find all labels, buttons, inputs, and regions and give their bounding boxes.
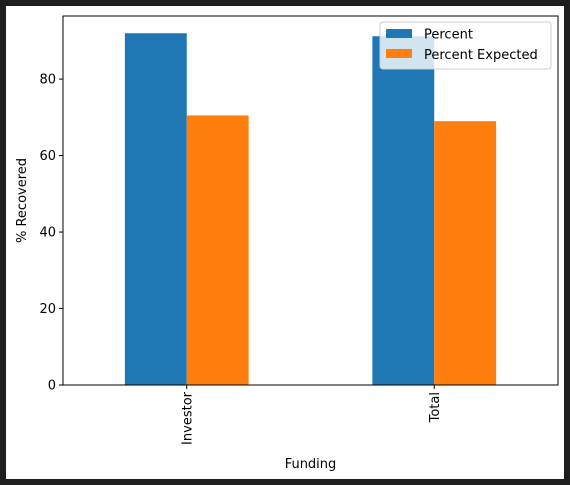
bar-percent-expected-investor — [186, 115, 249, 386]
plot-frame — [62, 15, 559, 386]
legend-box — [379, 21, 552, 70]
bar-percent-investor — [124, 33, 187, 386]
y-tick-label: 0 — [48, 379, 56, 394]
x-axis-label: Funding — [285, 457, 337, 472]
bar-chart: 0 20 40 60 80 Investor Total % Recovered Fund… — [15, 15, 559, 472]
legend-swatch-percent-expected — [386, 49, 412, 58]
bar-percent-total — [372, 36, 435, 385]
bar-percent-expected-total — [434, 121, 497, 385]
y-axis-label: % Recovered — [15, 158, 30, 243]
y-tick-label: 40 — [39, 226, 56, 241]
legend-label-percent: Percent — [424, 28, 473, 43]
legend-label-percent-expected: Percent Expected — [424, 48, 538, 63]
legend-swatch-percent — [386, 29, 412, 38]
y-tick-label: 60 — [39, 149, 56, 164]
y-tick-label: 20 — [39, 302, 56, 317]
figure: 0 20 40 60 80 Investor Total % Recovered Fund… — [6, 6, 564, 479]
x-tick-label-investor: Investor — [180, 391, 195, 445]
y-tick-label: 80 — [39, 73, 56, 88]
x-tick-label-total: Total — [428, 392, 443, 423]
legend: Percent Percent Expected — [379, 21, 552, 70]
